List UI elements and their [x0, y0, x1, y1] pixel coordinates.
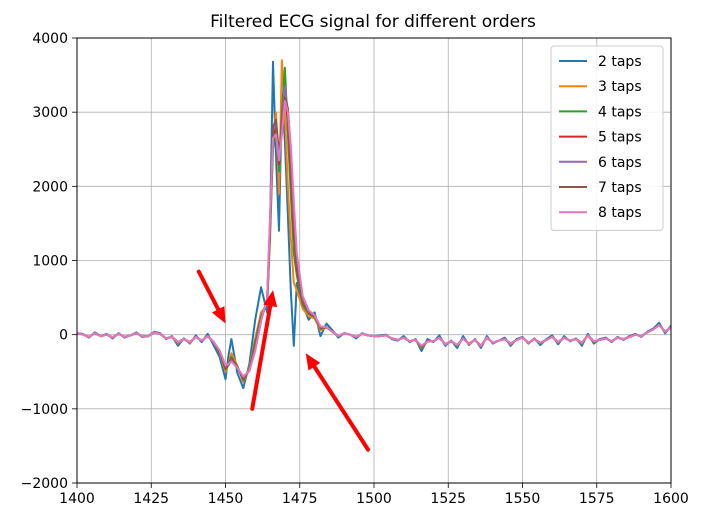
plot-area: [77, 59, 671, 390]
legend-box: [550, 45, 664, 231]
red-arrow-annotation: [305, 353, 371, 452]
red-arrow-annotation: [196, 269, 226, 324]
legend: 2 taps 3 taps 4 taps 5 taps 6 taps 7 taps 8 ta…: [550, 45, 664, 231]
legend-item: 8 taps: [559, 205, 642, 221]
legend-label: 3 taps: [598, 79, 642, 95]
legend-item: 6 taps: [559, 155, 642, 171]
legend-label: 2 taps: [598, 54, 642, 70]
x-tick-label: 1400: [59, 491, 95, 507]
x-tick-label: 1525: [430, 491, 466, 507]
legend-item: 5 taps: [559, 130, 642, 146]
legend-label: 5 taps: [598, 130, 642, 146]
legend-item: 4 taps: [559, 104, 642, 120]
legend-item: 3 taps: [559, 79, 642, 95]
axes: 1400 1425 1450 1475 1500 1525 1550 1575 1600 −200…: [21, 31, 689, 507]
red-arrow-annotation: [250, 290, 278, 411]
x-tick-label: 1600: [653, 491, 689, 507]
x-tick-label: 1475: [282, 491, 318, 507]
y-tick-label: 4000: [32, 31, 68, 47]
legend-label: 7 taps: [598, 180, 642, 196]
annotations: [196, 269, 371, 452]
x-tick-label: 1425: [133, 491, 169, 507]
x-tick-label: 1450: [208, 491, 244, 507]
x-tick-label: 1575: [579, 491, 615, 507]
y-tick-label: −2000: [21, 476, 68, 492]
legend-label: 4 taps: [598, 104, 642, 120]
x-tick-label: 1550: [505, 491, 541, 507]
legend-label: 6 taps: [598, 155, 642, 171]
axes-frame: [76, 37, 672, 484]
x-tick-label: 1500: [356, 491, 392, 507]
y-tick-label: −1000: [21, 402, 68, 418]
y-tick-label: 3000: [32, 105, 68, 121]
legend-item: 7 taps: [559, 180, 642, 196]
legend-label: 8 taps: [598, 205, 642, 221]
series-line-8-taps: [77, 100, 671, 378]
y-tick-label: 1000: [32, 254, 68, 270]
legend-item: 2 taps: [559, 54, 642, 70]
chart-title: Filtered ECG signal for different orders: [210, 12, 536, 32]
y-tick-label: 0: [59, 328, 68, 344]
y-tick-label: 2000: [32, 179, 68, 195]
